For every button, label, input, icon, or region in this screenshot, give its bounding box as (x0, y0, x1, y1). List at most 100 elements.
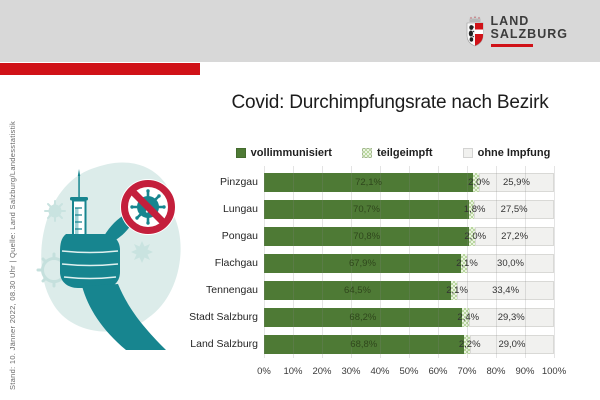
bar-segment-ohne-impfung (467, 254, 554, 273)
category-label: Pinzgau (220, 176, 258, 188)
bar-row-pinzgau: 72,1% 2,0% 25,9% (264, 173, 554, 192)
x-axis-tick: 70% (457, 366, 477, 377)
bar-value-label: 2,0% (464, 231, 487, 242)
x-axis-tick: 100% (541, 366, 567, 377)
bar-row-pongau: 70,8% 2,0% 27,2% (264, 227, 554, 246)
category-labels: Pinzgau Lungau Pongau Flachgau Tennengau Stad… (158, 173, 258, 362)
bar-segment-vollimmunisiert (264, 173, 474, 192)
legend-label: teilgeimpft (376, 147, 433, 159)
legend-label: vollimmunisiert (250, 147, 332, 159)
bar-value-label: 2,0% (468, 177, 490, 188)
bar-value-label: 27,2% (501, 231, 529, 242)
logo-text-block: LAND SALZBURG (490, 14, 568, 47)
bar-value-label: 27,5% (500, 204, 528, 215)
bar-value-label: 70,7% (353, 204, 380, 215)
bar-segment-teilgeimpft (461, 308, 469, 327)
bar-value-label: 2,1% (446, 285, 468, 296)
logo-line-1: LAND (490, 14, 530, 28)
bar-segment-vollimmunisiert (264, 308, 462, 327)
bar-value-label: 68,8% (350, 339, 378, 350)
bar-value-label: 30,0% (497, 258, 524, 269)
bar-segment-ohne-impfung (474, 200, 554, 219)
x-axis-tick: 10% (283, 366, 303, 377)
category-label: Land Salzburg (190, 338, 258, 350)
bar-row-lungau: 70,7% 1,8% 27,5% (264, 200, 554, 219)
source-footnote: Stand: 10. Jänner 2022, 08.30 Uhr | Quel… (8, 120, 17, 390)
bar-value-label: 29,3% (497, 312, 525, 323)
bar-segment-vollimmunisiert (264, 335, 464, 354)
legend-swatch-teilgeimpft (361, 148, 372, 158)
bar-value-label: 68,2% (349, 312, 377, 323)
syringe-icon (70, 169, 88, 238)
bar-segment-ohne-impfung (478, 173, 554, 192)
bar-segment-teilgeimpft (463, 335, 470, 354)
bar-segment-vollimmunisiert (264, 227, 470, 246)
land-salzburg-logo: LAND SALZBURG (465, 15, 568, 47)
x-axis-tick: 80% (486, 366, 506, 377)
decor-starburst-icon (131, 241, 153, 263)
chart-legend: vollimmunisiert teilgeimpft ohne Impfung (228, 147, 558, 159)
bar-value-label: 33,4% (492, 285, 520, 296)
bar-value-label: 2,1% (456, 258, 478, 269)
bar-rows: 72,1% 2,0% 25,9% 70,7% 1,8% 27,5% 70,8% 2,0% 27,… (264, 173, 554, 354)
bar-value-label: 67,9% (348, 258, 376, 269)
no-virus-sign-icon (120, 179, 176, 235)
bar-segment-vollimmunisiert (264, 281, 452, 300)
decor-virus-small-icon (44, 200, 66, 222)
x-axis-tick: 30% (341, 366, 361, 377)
bar-row-land-salzburg: 68,8% 2,2% 29,0% (264, 335, 554, 354)
logo-red-underline (490, 44, 533, 47)
bar-segment-ohne-impfung (468, 308, 554, 327)
bar-value-label: 70,8% (353, 231, 381, 242)
category-label: Tennengau (206, 284, 258, 296)
bar-value-label: 64,5% (344, 285, 371, 296)
bar-segment-vollimmunisiert (264, 200, 470, 219)
wrist (82, 284, 166, 350)
finger-gaps (61, 250, 119, 280)
category-label: Stadt Salzburg (189, 311, 258, 323)
bar-row-stadt-salzburg: 68,2% 2,4% 29,3% (264, 308, 554, 327)
bar-value-label: 72,1% (355, 177, 382, 188)
bar-value-label: 1,8% (463, 204, 486, 215)
x-axis-tick: 60% (428, 366, 448, 377)
category-label: Pongau (221, 230, 258, 242)
fist (60, 234, 120, 288)
x-axis-tick: 20% (312, 366, 332, 377)
bar-segment-teilgeimpft (451, 281, 458, 300)
bar-value-label: 2,2% (458, 339, 481, 350)
bar-value-label: 2,4% (457, 312, 480, 323)
category-label: Flachgau (214, 257, 258, 269)
x-axis: 0% 10% 20% 30% 40% 50% 60% 70% 80% 90% 100% (257, 366, 566, 380)
bar-row-tennengau: 64,5% 2,1% 33,4% (264, 281, 554, 300)
bar-segment-teilgeimpft (473, 173, 479, 192)
vaccination-illustration (36, 162, 181, 350)
x-axis-tick: 40% (370, 366, 390, 377)
bar-segment-vollimmunisiert (264, 254, 461, 273)
legend-swatch-vollimmunisiert (235, 148, 246, 158)
legend-label: ohne Impfung (477, 147, 551, 159)
bar-segment-teilgeimpft (469, 200, 475, 219)
category-label: Lungau (222, 203, 258, 215)
legend-swatch-ohne-impfung (462, 148, 473, 158)
x-axis-tick: 0% (257, 366, 271, 377)
hand-icon (60, 213, 166, 350)
bar-segment-teilgeimpft (460, 254, 467, 273)
legend-item-ohne-impfung: ohne Impfung (462, 147, 551, 159)
bar-value-label: 25,9% (502, 177, 530, 188)
bar-row-flachgau: 67,9% 2,1% 30,0% (264, 254, 554, 273)
bar-segment-ohne-impfung (475, 227, 554, 246)
legend-item-vollimmunisiert: vollimmunisiert (235, 147, 332, 159)
bar-segment-ohne-impfung (457, 281, 554, 300)
legend-item-teilgeimpft: teilgeimpft (361, 147, 433, 159)
page-title: Covid: Durchimpfungsrate nach Bezirk (231, 92, 549, 113)
bar-segment-ohne-impfung (469, 335, 554, 354)
red-accent-bar (0, 63, 200, 75)
bar-value-label: 29,0% (498, 339, 526, 350)
bar-segment-teilgeimpft (469, 227, 476, 246)
x-axis-tick: 90% (515, 366, 535, 377)
x-axis-tick: 50% (399, 366, 419, 377)
header-band: LAND SALZBURG (0, 0, 600, 62)
logo-line-2: SALZBURG (490, 27, 568, 41)
salzburg-coat-of-arms-icon (466, 15, 483, 47)
